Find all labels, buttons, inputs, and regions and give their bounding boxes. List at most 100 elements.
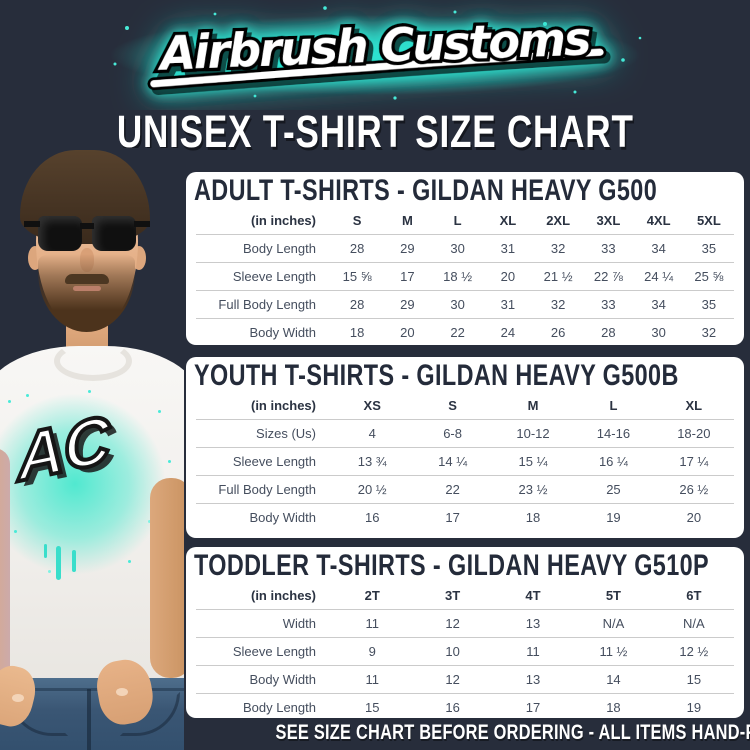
size-value: 15	[364, 700, 380, 715]
size-value: 30	[450, 241, 465, 256]
table-row: Body Length 28 29 30 31 32 33 34 35	[196, 234, 734, 262]
size-value: 10	[445, 644, 460, 659]
size-value: 25 ⅝	[694, 269, 724, 284]
model-arm	[0, 448, 10, 688]
jeans-fly-seam	[87, 689, 91, 750]
size-value: 33	[601, 241, 616, 256]
size-value: 24 ¼	[644, 269, 674, 284]
size-table-adult: (in inches) S M L XL 2XL 3XL 4XL 5XL Body Length 2…	[196, 207, 734, 346]
size-value: 14 ¼	[438, 454, 468, 469]
column-header: M	[401, 213, 413, 228]
size-value: 17	[445, 510, 460, 525]
column-header: 2T	[364, 588, 380, 603]
size-value: 20 ½	[357, 482, 387, 497]
column-header: L	[453, 213, 462, 228]
size-value: 34	[651, 297, 666, 312]
size-value: 15	[686, 672, 702, 687]
row-label: Body Width	[249, 510, 316, 525]
size-value: 12 ½	[679, 644, 709, 659]
size-value: 19	[686, 700, 702, 715]
tshirt-collar	[54, 341, 132, 381]
sunglasses-temple	[24, 221, 40, 227]
column-header: 4T	[525, 588, 541, 603]
row-label: Body Length	[242, 700, 316, 715]
table-title-youth: YOUTH T-SHIRTS - GILDAN HEAVY G500B	[194, 359, 679, 392]
column-header: 3XL	[596, 213, 621, 228]
table-row: Sleeve Length 9 10 11 11 ½ 12 ½	[196, 637, 734, 665]
size-value: 19	[606, 510, 621, 525]
fingernail	[116, 688, 128, 696]
size-chart-card-adult: ADULT T-SHIRTS - GILDAN HEAVY G500 (in i…	[186, 172, 744, 345]
table-header-row: (in inches) XS S M L XL	[196, 392, 734, 419]
table-header-row: (in inches) 2T 3T 4T 5T 6T	[196, 582, 734, 609]
page-title: UNISEX T-SHIRT SIZE CHART	[116, 106, 634, 157]
table-row: Width 11 12 13 N/A N/A	[196, 609, 734, 637]
size-value: 16	[445, 700, 460, 715]
row-label: Width	[282, 616, 316, 631]
size-value: 30	[651, 325, 666, 340]
unit-label: (in inches)	[250, 588, 316, 603]
table-row: Body Length 15 16 17 18 19	[196, 693, 734, 721]
size-value: 31	[500, 297, 516, 312]
size-value: 10-12	[516, 426, 550, 441]
size-table-toddler: (in inches) 2T 3T 4T 5T 6T Width 11 12 13 N/A N/A Sl…	[196, 582, 734, 721]
size-value: 13 ¾	[357, 454, 387, 469]
size-value: 15 ¼	[518, 454, 548, 469]
row-label: Sleeve Length	[232, 644, 316, 659]
size-value: 13	[525, 672, 541, 687]
sunglasses-temple	[134, 221, 150, 227]
size-value: 20	[686, 510, 702, 525]
column-header: S	[352, 213, 362, 228]
unit-label: (in inches)	[250, 398, 316, 413]
size-value: 33	[601, 297, 616, 312]
sunglasses-lens	[92, 216, 136, 251]
fingernail	[12, 694, 24, 702]
model-beard	[38, 254, 135, 332]
column-header: 4XL	[646, 213, 671, 228]
paint-drip	[72, 550, 76, 572]
size-value: 28	[601, 325, 616, 340]
size-value: 17 ¼	[679, 454, 709, 469]
size-value: 28	[349, 297, 365, 312]
size-chart-card-youth: YOUTH T-SHIRTS - GILDAN HEAVY G500B (in …	[186, 357, 744, 538]
size-value: 20	[500, 269, 516, 284]
size-value: 15 ⅝	[342, 269, 372, 284]
size-value: 6-8	[443, 426, 462, 441]
footer-note: SEE SIZE CHART BEFORE ORDERING - ALL ITE…	[275, 721, 750, 744]
size-value: 24	[500, 325, 516, 340]
size-value: 12	[445, 672, 460, 687]
model-mouth	[73, 286, 101, 291]
size-value: 22	[445, 482, 460, 497]
size-value: 30	[450, 297, 465, 312]
table-title-adult: ADULT T-SHIRTS - GILDAN HEAVY G500	[194, 174, 658, 207]
row-label: Sleeve Length	[232, 454, 316, 469]
size-value: 11	[526, 644, 540, 659]
column-header: M	[527, 398, 539, 413]
column-header: 5T	[605, 588, 621, 603]
size-value: 17	[400, 269, 415, 284]
size-value: 26 ½	[679, 482, 709, 497]
table-row: Body Width 16 17 18 19 20	[196, 503, 734, 531]
size-value: 32	[701, 325, 717, 340]
paint-drip	[44, 544, 47, 558]
table-row: Sleeve Length 13 ¾ 14 ¼ 15 ¼ 16 ¼ 17 ¼	[196, 447, 734, 475]
column-header: L	[609, 398, 618, 413]
size-value: 22	[450, 325, 465, 340]
size-value: 18	[349, 325, 365, 340]
size-value: 14	[606, 672, 621, 687]
row-label: Body Width	[249, 325, 316, 340]
size-value: 34	[651, 241, 666, 256]
jeans-waist-seam	[0, 688, 184, 691]
size-value: 21 ½	[543, 269, 573, 284]
size-value: 9	[368, 644, 376, 659]
table-header-row: (in inches) S M L XL 2XL 3XL 4XL 5XL	[196, 207, 734, 234]
size-chart-card-toddler: TODDLER T-SHIRTS - GILDAN HEAVY G510P (i…	[186, 547, 744, 718]
size-value: 28	[349, 241, 365, 256]
size-value: 11 ½	[599, 644, 628, 659]
size-value: 22 ⅞	[593, 269, 623, 284]
column-header: XL	[685, 398, 703, 413]
row-label: Body Width	[249, 672, 316, 687]
column-header: XS	[363, 398, 381, 413]
size-value: 12	[445, 616, 460, 631]
model-photo: AC	[0, 148, 184, 750]
